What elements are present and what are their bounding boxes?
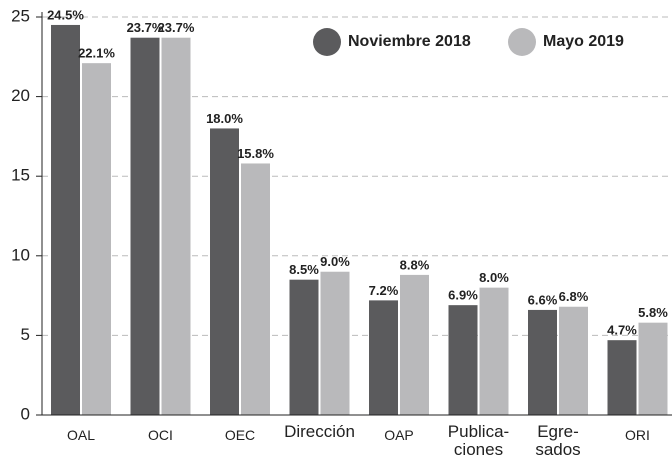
x-tick-label: Egre- sados (535, 422, 581, 459)
bar (638, 322, 668, 415)
value-label: 6.6% (528, 292, 558, 307)
x-tick-label: Publica- ciones (447, 422, 510, 459)
value-label: 22.1% (78, 46, 115, 61)
value-label: 23.7% (158, 20, 195, 35)
y-tick-label: 0 (21, 404, 30, 423)
y-tick-label: 25 (11, 6, 30, 25)
value-label: 24.5% (47, 7, 84, 22)
value-label: 15.8% (237, 146, 274, 161)
x-tick-label: OAL (66, 427, 95, 443)
legend-label: Noviembre 2018 (348, 33, 471, 50)
x-tick-label: OCI (148, 427, 173, 443)
x-tick-label: OAP (384, 427, 414, 443)
bar (479, 287, 509, 415)
bar (289, 279, 319, 415)
value-label: 6.9% (448, 288, 478, 303)
value-label: 8.0% (479, 270, 509, 285)
value-label: 6.8% (559, 289, 589, 304)
bar (130, 37, 160, 416)
value-label: 8.8% (400, 257, 430, 272)
value-label: 8.5% (289, 262, 319, 277)
value-label: 18.0% (206, 111, 243, 126)
bar (448, 305, 478, 415)
bar (210, 128, 239, 415)
value-label: 5.8% (638, 305, 668, 320)
x-tick-label: OEC (224, 427, 256, 443)
value-label: 23.7% (127, 20, 164, 35)
y-tick-label: 15 (11, 166, 30, 185)
bar (559, 306, 588, 415)
y-tick-label: 10 (11, 245, 30, 264)
bar (51, 24, 80, 416)
bar (161, 37, 191, 416)
bar (320, 271, 350, 415)
y-tick-label: 20 (11, 86, 30, 105)
bar (82, 63, 111, 415)
x-tick-label: Dirección (284, 422, 355, 441)
bar (400, 274, 429, 415)
value-label: 9.0% (320, 254, 350, 269)
legend-swatch (508, 28, 536, 56)
bar (607, 340, 637, 415)
bar (369, 300, 398, 415)
bar (241, 163, 270, 415)
legend-swatch (313, 28, 341, 56)
x-tick-label: ORI (625, 427, 650, 443)
legend-label: Mayo 2019 (543, 33, 624, 50)
bar (528, 309, 557, 415)
value-label: 7.2% (369, 283, 399, 298)
y-tick-label: 5 (21, 325, 30, 344)
value-label: 4.7% (607, 323, 637, 338)
